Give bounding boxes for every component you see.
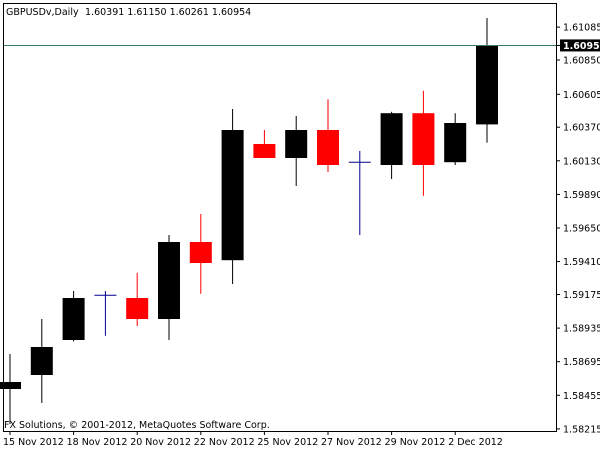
candle: [476, 18, 498, 143]
candle: [94, 291, 117, 336]
candle: [412, 90, 435, 196]
x-tick-label: 2 Dec 2012: [448, 437, 503, 448]
candle: [0, 354, 21, 424]
y-tick-label: 1.58935: [563, 324, 600, 335]
y-tick-label: 1.58695: [563, 357, 600, 368]
y-tick-label: 1.59175: [563, 290, 600, 301]
time-axis: 15 Nov 2012 18 Nov 2012 20 Nov 2012 22 Nov …: [3, 431, 503, 448]
candle: [189, 214, 212, 294]
chart-header-symbol: GBPUSDv,Daily: [6, 7, 79, 18]
candle: [158, 235, 180, 340]
plot-frame: [3, 3, 557, 432]
last-price-box: [560, 39, 600, 52]
candle: [62, 291, 85, 342]
y-tick-label: 1.59410: [563, 257, 600, 268]
candle-body: [30, 347, 53, 375]
candle-body: [0, 382, 21, 389]
candle: [30, 319, 53, 403]
candle-body: [380, 113, 403, 165]
y-tick-label: 1.60850: [563, 56, 600, 67]
x-tick-label: 20 Nov 2012: [130, 437, 191, 448]
candle: [317, 99, 339, 172]
x-tick-label: 22 Nov 2012: [194, 437, 255, 448]
x-tick-label: 25 Nov 2012: [257, 437, 318, 448]
candle-body: [476, 46, 498, 125]
candle-body: [317, 130, 339, 165]
y-tick-label: 1.60605: [563, 90, 600, 101]
x-tick-label: 15 Nov 2012: [3, 437, 64, 448]
y-tick-label: 1.61085: [563, 23, 600, 34]
candle-body: [412, 113, 435, 165]
candle-body: [158, 242, 180, 319]
x-tick-label: 18 Nov 2012: [67, 437, 128, 448]
candle: [253, 130, 276, 158]
y-tick-label: 1.58455: [563, 391, 600, 402]
y-tick-label: 1.58215: [563, 424, 600, 435]
candle-body: [189, 242, 212, 263]
y-tick-label: 1.60130: [563, 156, 600, 167]
y-tick-label: 1.59890: [563, 190, 600, 201]
chart-header-ohlc: 1.60391 1.61150 1.60261 1.60954: [85, 7, 251, 18]
candle-body: [126, 298, 149, 319]
y-tick-label: 1.60370: [563, 123, 600, 134]
candles-layer: [0, 18, 498, 424]
candle: [380, 111, 403, 179]
copyright-text: FX Solutions, © 2001-2012, MetaQuotes So…: [4, 420, 270, 431]
candle: [126, 272, 149, 326]
candle: [221, 109, 244, 284]
x-tick-label: 27 Nov 2012: [321, 437, 382, 448]
candle: [444, 113, 467, 165]
candle-body: [285, 130, 308, 158]
candle: [348, 151, 371, 235]
candle-body: [444, 123, 467, 163]
candle-body: [221, 130, 244, 261]
candle: [285, 116, 308, 186]
candle-body: [62, 298, 85, 340]
x-tick-label: 29 Nov 2012: [385, 437, 446, 448]
last-price-label: 1.60954: [563, 41, 600, 52]
price-axis: 1.61085 1.60954 1.60850 1.60605 1.60370 1.601…: [556, 23, 600, 435]
y-tick-label: 1.59650: [563, 224, 600, 235]
candle-body: [253, 144, 276, 158]
